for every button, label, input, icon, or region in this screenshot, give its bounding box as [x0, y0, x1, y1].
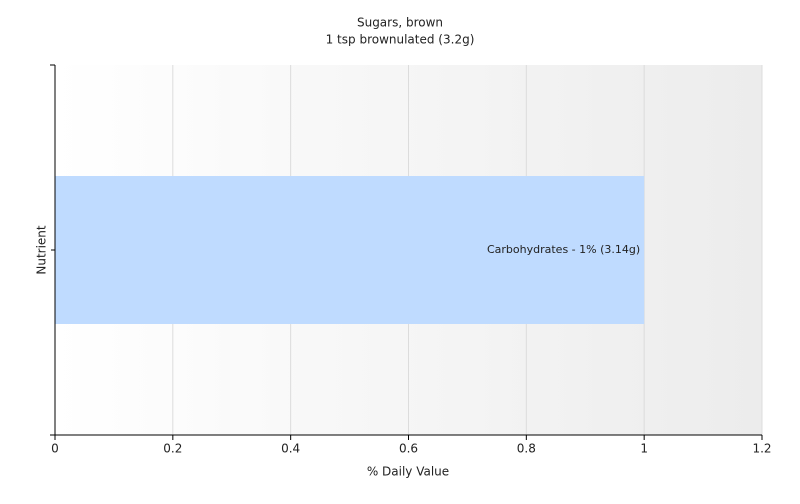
x-axis-label: % Daily Value: [367, 465, 449, 479]
bar: [55, 176, 645, 324]
x-tick-label: 1: [640, 442, 648, 456]
data-label: Carbohydrates - 1% (3.14g): [487, 243, 640, 256]
x-tick-label: 1.2: [752, 442, 771, 456]
x-tick-label: 0.4: [281, 442, 300, 456]
x-tick-label: 0: [51, 442, 59, 456]
chart-subtitle: 1 tsp brownulated (3.2g): [326, 33, 475, 47]
chart-title: Sugars, brown: [357, 16, 443, 30]
x-tick-label: 0.8: [517, 442, 536, 456]
x-tick-label: 0.2: [163, 442, 182, 456]
x-tick-label: 0.6: [399, 442, 418, 456]
y-axis-label: Nutrient: [35, 225, 49, 275]
